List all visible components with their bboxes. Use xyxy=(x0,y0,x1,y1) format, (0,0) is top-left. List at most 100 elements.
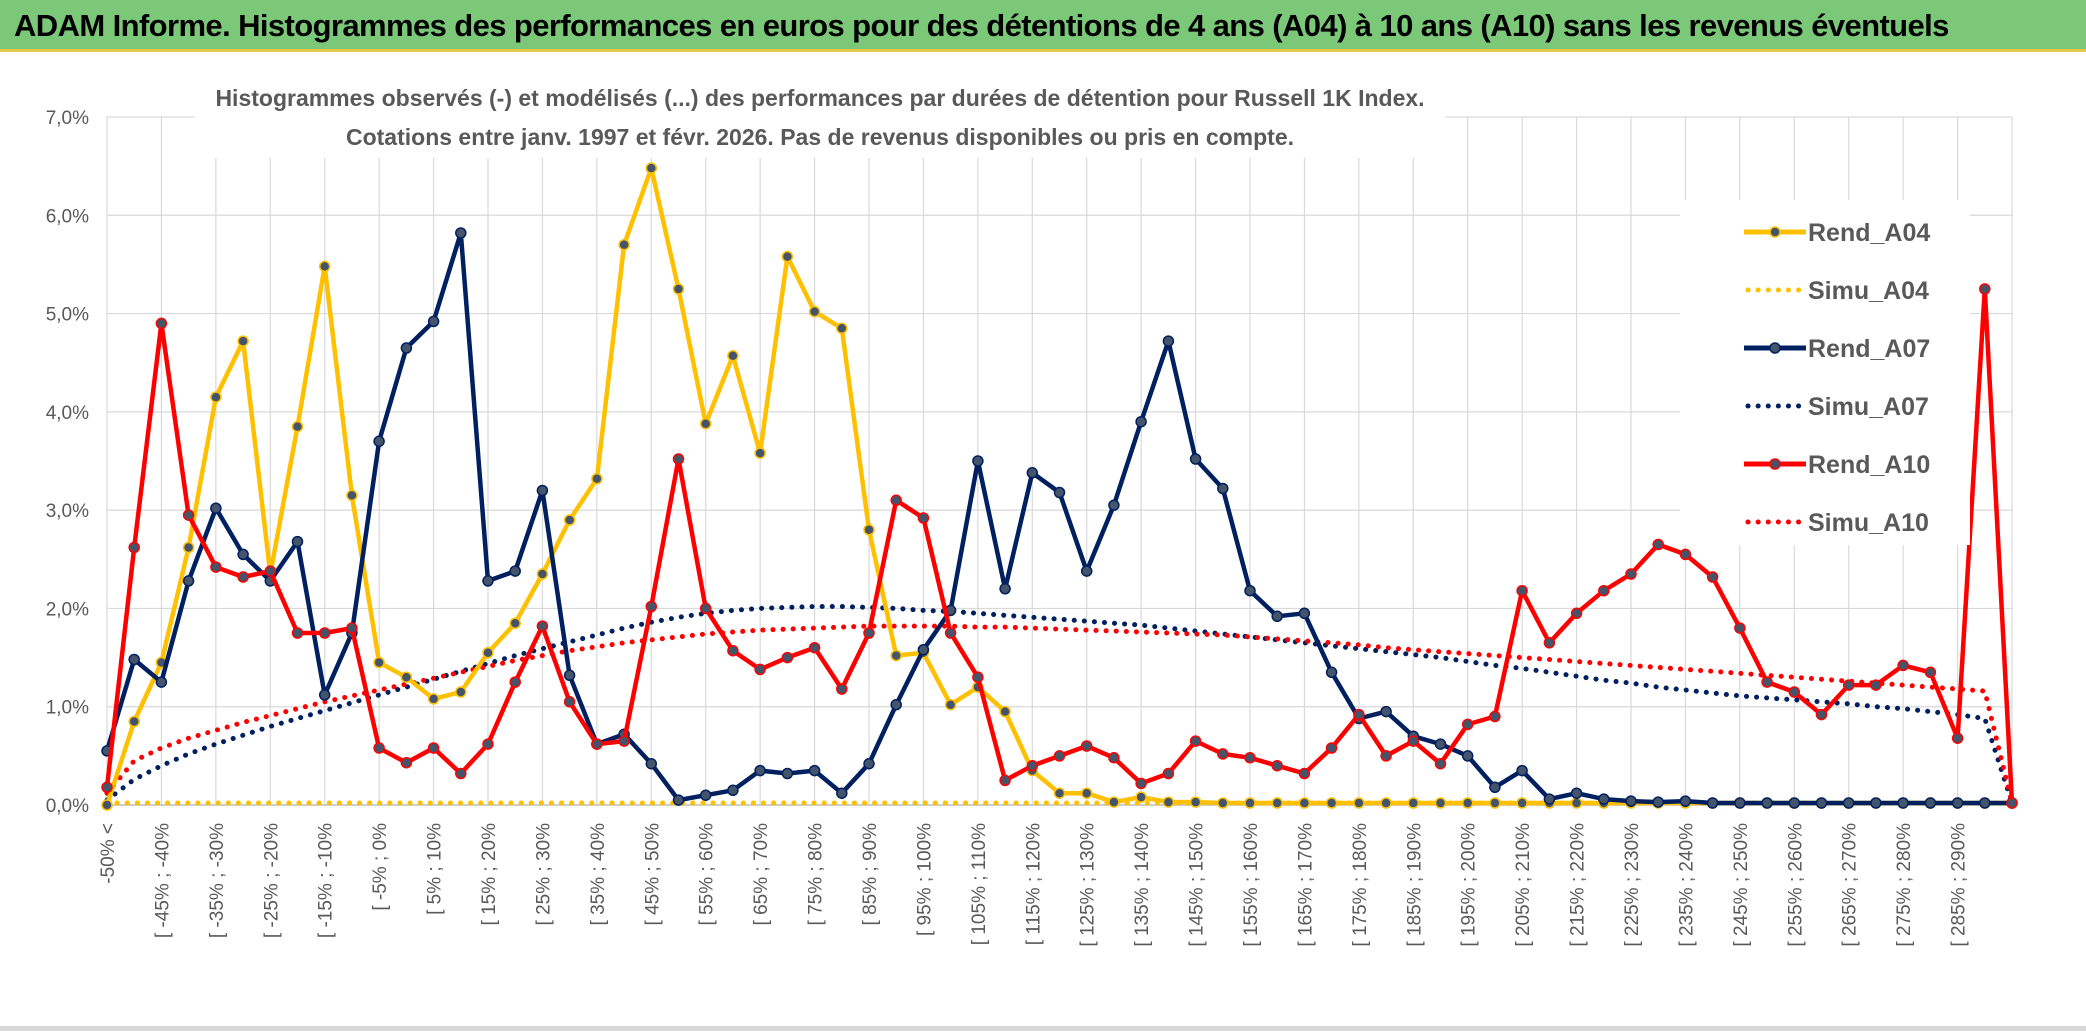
data-point-rend-a04 xyxy=(1298,797,1311,809)
data-point-rend-a07 xyxy=(1652,796,1664,808)
page-title: ADAM Informe. Histogrammes des performan… xyxy=(14,8,1949,43)
data-point-rend-a04 xyxy=(808,305,821,318)
data-point-rend-a07 xyxy=(400,342,413,354)
data-point-rend-a04 xyxy=(1407,797,1420,809)
x-tick-label: [ 55% ; 60% xyxy=(697,823,718,926)
data-point-rend-a04 xyxy=(1325,797,1338,809)
series-line-simu-a07 xyxy=(104,604,2015,806)
data-point-rend-a07 xyxy=(1380,705,1392,718)
data-point-rend-a07 xyxy=(1543,793,1556,805)
data-point-rend-a04 xyxy=(318,260,331,273)
axes: 0,0% 1,0% 2,0% 3,0% 4,0% 5,0% 6,0% 7,0% -50% < [ … xyxy=(46,108,2012,947)
data-point-rend-a10 xyxy=(1108,752,1120,764)
data-point-rend-a04 xyxy=(128,715,140,728)
x-tick-label: [ 85% ; 90% xyxy=(860,823,881,926)
data-point-rend-a10 xyxy=(1380,750,1392,762)
data-point-rend-a07 xyxy=(536,484,549,497)
data-point-rend-a07 xyxy=(509,565,521,577)
y-tick-label: 0,0% xyxy=(46,796,89,817)
data-point-rend-a07 xyxy=(1788,797,1801,809)
data-point-rend-a10 xyxy=(1407,735,1420,747)
data-point-rend-a04 xyxy=(1489,797,1501,809)
data-point-rend-a07 xyxy=(455,227,467,239)
x-tick-label: [ -45% ; -40% xyxy=(152,823,173,938)
x-tick-label: [ 105% ; 110% xyxy=(969,823,990,945)
data-point-rend-a10 xyxy=(1924,666,1937,679)
data-point-rend-a07 xyxy=(836,787,848,799)
data-point-rend-a10 xyxy=(2006,797,2018,809)
data-point-rend-a04 xyxy=(1271,797,1283,809)
data-point-rend-a04 xyxy=(1461,797,1474,809)
data-point-rend-a07 xyxy=(318,689,331,701)
data-point-rend-a10 xyxy=(1162,767,1175,780)
data-point-rend-a04 xyxy=(1353,797,1365,809)
x-tick-label: [ 65% ; 70% xyxy=(751,823,772,926)
data-point-rend-a07 xyxy=(128,653,140,666)
y-tick-label: 5,0% xyxy=(46,305,89,326)
x-tick-label: [ 155% ; 160% xyxy=(1241,823,1262,947)
data-point-rend-a04 xyxy=(509,617,521,629)
data-point-rend-a10 xyxy=(808,641,821,654)
data-point-rend-a07 xyxy=(1135,415,1147,428)
data-point-rend-a04 xyxy=(754,447,766,459)
x-tick-label: [ 135% ; 140% xyxy=(1132,823,1153,947)
data-point-rend-a07 xyxy=(373,435,385,448)
data-point-rend-a04 xyxy=(1053,787,1066,799)
data-point-rend-a04 xyxy=(400,671,413,683)
data-point-rend-a10 xyxy=(890,494,902,507)
data-point-rend-a07 xyxy=(972,455,984,467)
data-point-rend-a10 xyxy=(1244,752,1256,764)
data-point-rend-a10 xyxy=(1271,759,1283,772)
data-point-rend-a10 xyxy=(182,509,195,521)
data-point-rend-a07 xyxy=(1842,797,1855,809)
data-point-rend-a07 xyxy=(1598,793,1610,805)
y-tick-label: 1,0% xyxy=(46,698,89,719)
data-point-rend-a07 xyxy=(1516,764,1528,777)
series-lines xyxy=(101,162,2018,811)
data-point-rend-a07 xyxy=(155,676,168,688)
data-point-rend-a10 xyxy=(400,756,413,769)
data-point-rend-a10 xyxy=(373,742,385,754)
x-tick-label: [ 95% ; 100% xyxy=(914,823,935,936)
data-point-rend-a04 xyxy=(618,239,630,251)
data-point-rend-a10 xyxy=(264,565,277,577)
data-point-rend-a07 xyxy=(427,315,440,328)
x-tick-label: [ 225% ; 230% xyxy=(1622,823,1643,947)
x-tick-label: [ -5% ; 0% xyxy=(370,823,391,911)
data-point-rend-a10 xyxy=(1706,571,1719,583)
data-point-rend-a07 xyxy=(1489,781,1501,794)
data-point-rend-a10 xyxy=(1434,757,1447,770)
data-point-rend-a10 xyxy=(1080,740,1093,752)
data-point-rend-a10 xyxy=(1652,538,1664,551)
x-tick-label: [ 125% ; 130% xyxy=(1078,823,1099,947)
data-point-rend-a10 xyxy=(591,738,603,750)
x-tick-label: [ 205% ; 210% xyxy=(1513,823,1534,947)
data-point-rend-a04 xyxy=(536,568,549,580)
x-tick-label: [ 195% ; 200% xyxy=(1459,823,1480,947)
data-point-rend-a10 xyxy=(346,622,358,634)
x-tick-label: [ 45% ; 50% xyxy=(642,823,663,926)
data-point-rend-a07 xyxy=(1761,797,1773,809)
data-point-rend-a07 xyxy=(1679,795,1692,807)
x-tick-label: [ 35% ; 40% xyxy=(588,823,609,926)
x-tick-label: [ -15% ; -10% xyxy=(316,823,337,938)
data-point-rend-a10 xyxy=(781,651,794,664)
x-tick-label: [ 285% ; 290% xyxy=(1949,823,1970,947)
data-point-rend-a10 xyxy=(1135,777,1147,790)
x-tick-label: [ 145% ; 150% xyxy=(1187,823,1208,947)
x-tick-label: [ 165% ; 170% xyxy=(1295,823,1316,947)
data-point-rend-a10 xyxy=(509,676,521,688)
data-point-rend-a07 xyxy=(1298,607,1311,620)
x-tick-label: [ 15% ; 20% xyxy=(479,823,500,926)
legend-label-rend-a04: Rend_A04 xyxy=(1808,219,1930,247)
data-point-rend-a10 xyxy=(1761,676,1773,688)
data-point-rend-a07 xyxy=(1217,482,1229,495)
data-point-rend-a07 xyxy=(1815,797,1828,809)
data-point-rend-a10 xyxy=(1217,748,1229,760)
data-point-rend-a07 xyxy=(999,583,1011,595)
data-point-rend-a10 xyxy=(972,671,984,683)
data-point-rend-a10 xyxy=(155,317,168,330)
legend-label-simu-a04: Simu_A04 xyxy=(1808,277,1929,305)
x-tick-label: [ 115% ; 120% xyxy=(1023,823,1044,945)
